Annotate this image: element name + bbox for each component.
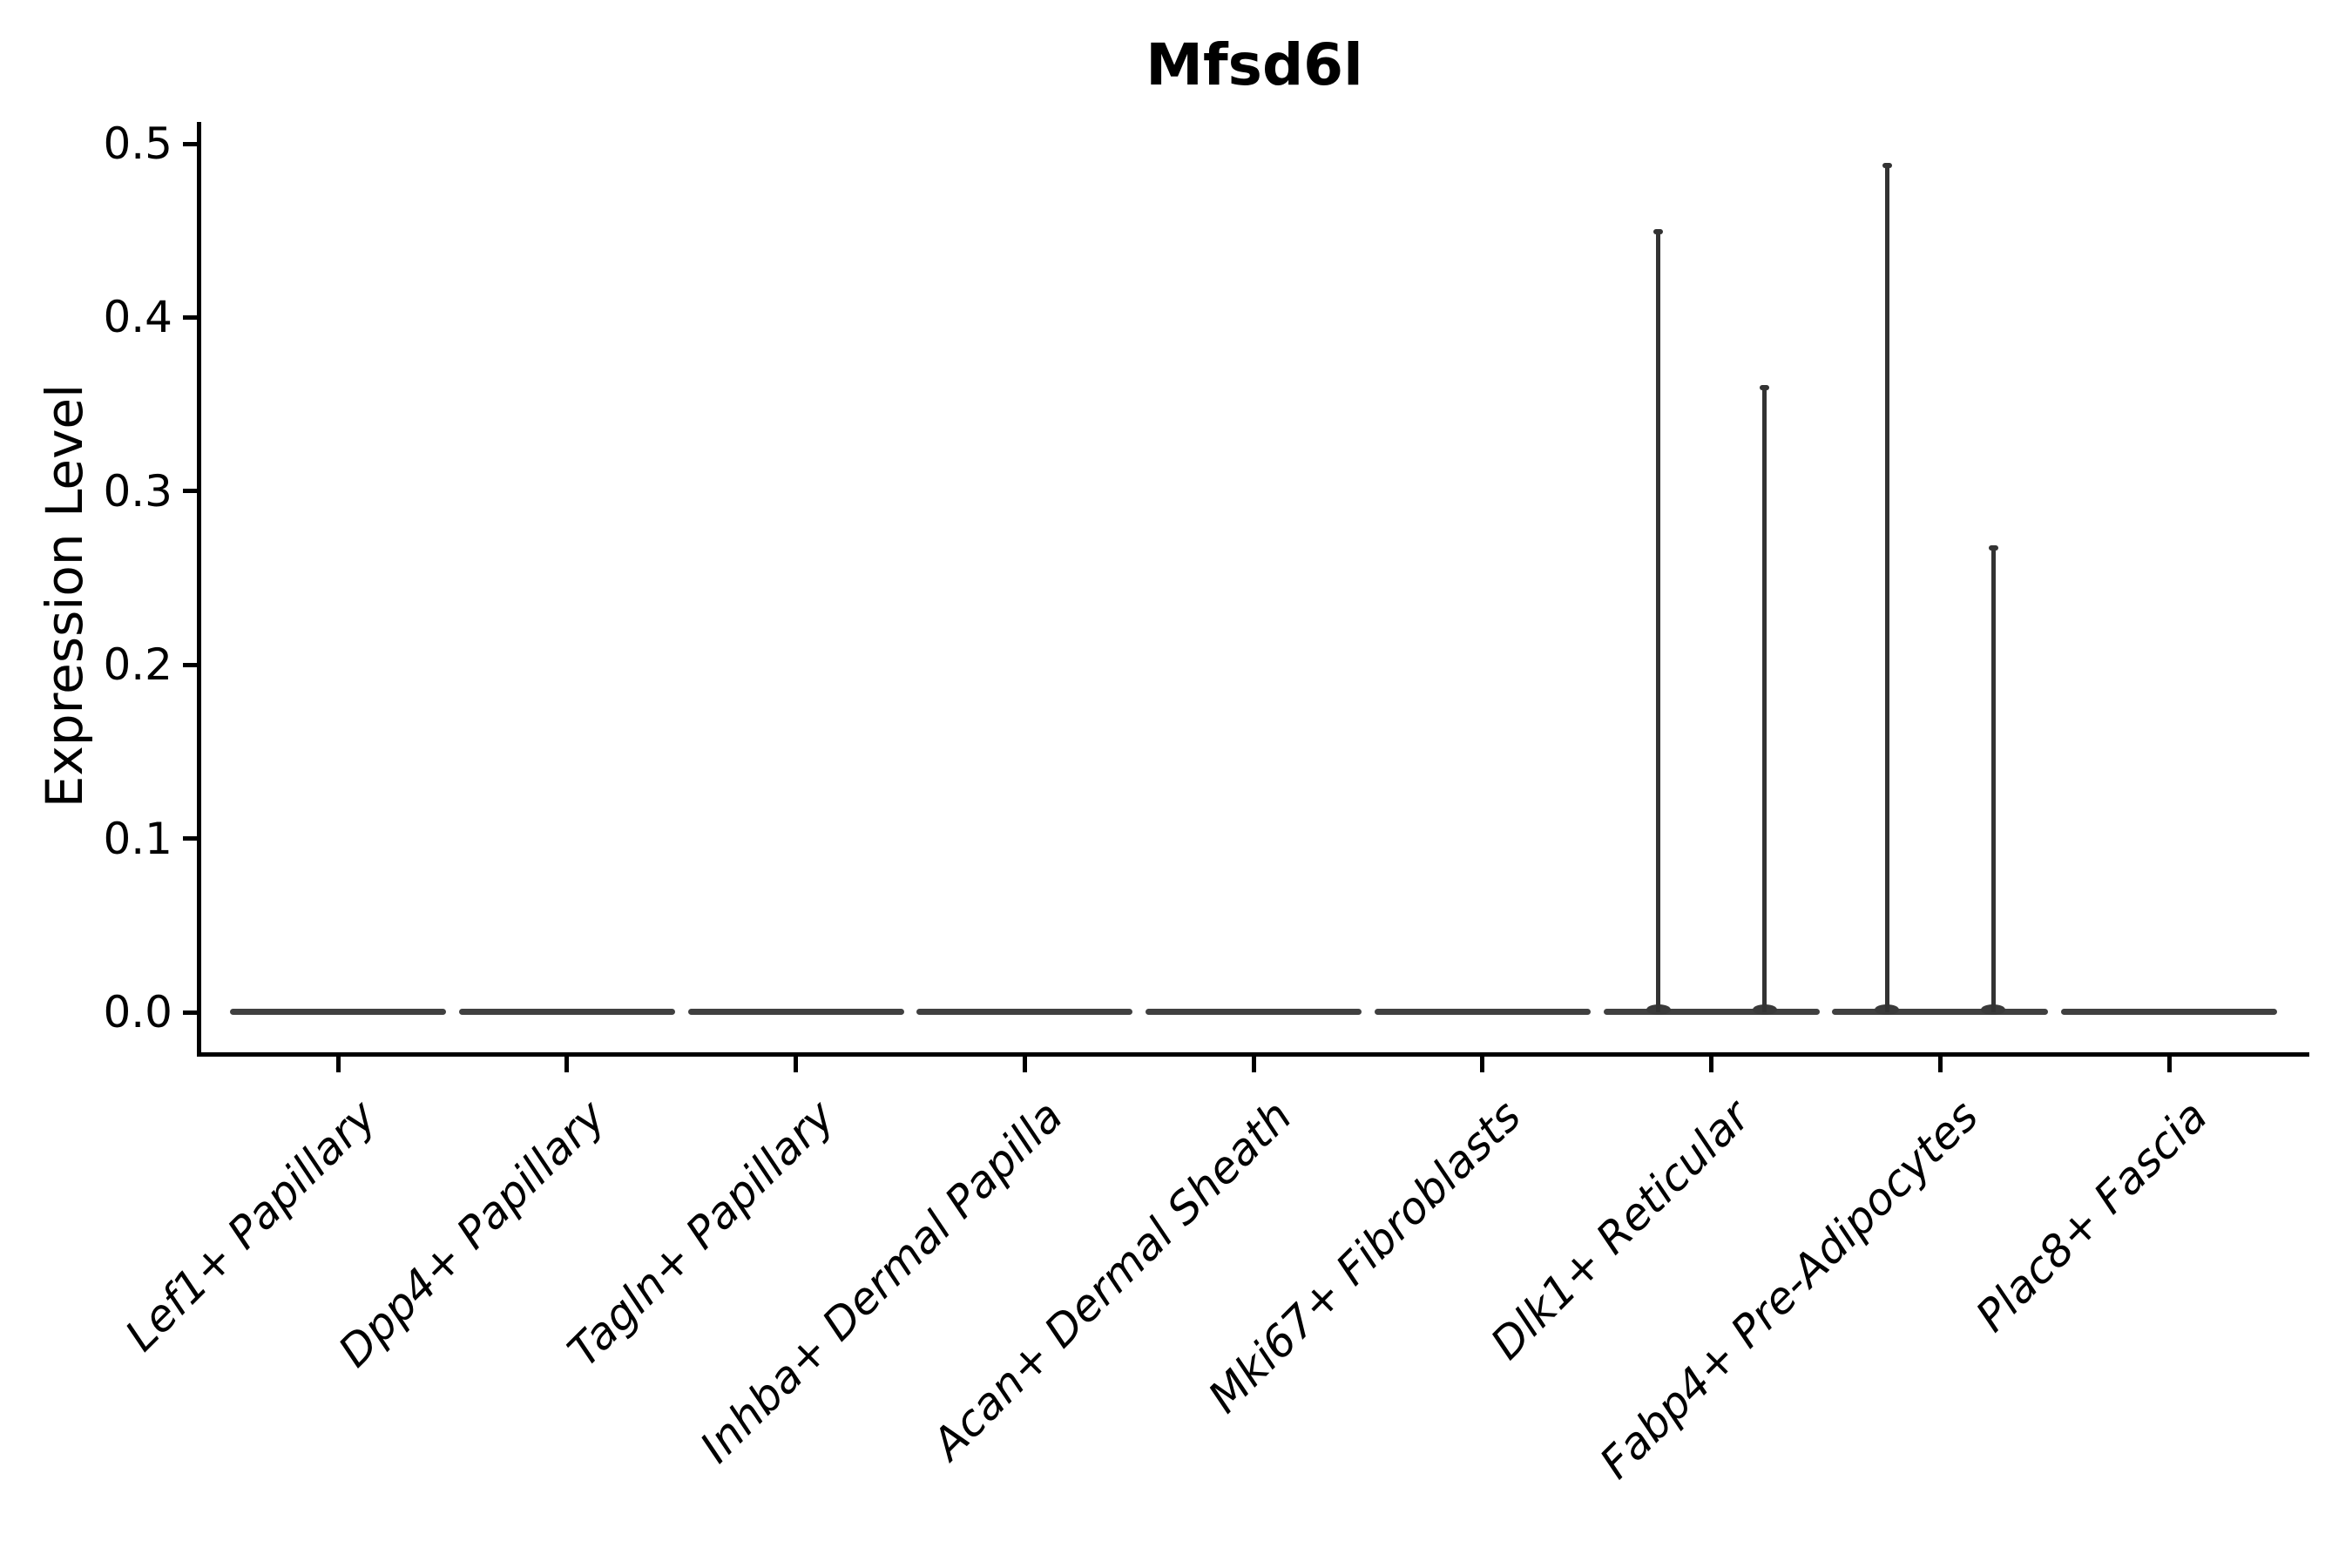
plot-title: Mfsd6l <box>1146 31 1363 98</box>
y-tick-label: 0.4 <box>103 292 172 343</box>
y-tick-label: 0.2 <box>103 639 172 691</box>
x-tick-mark <box>1937 1057 1943 1072</box>
x-tick-mark <box>1709 1057 1713 1072</box>
x-tick-label: Fabp4+ Pre-Adipocytes <box>1590 1091 1989 1489</box>
violin-base <box>916 1009 1133 1015</box>
violin-density-spike <box>1884 164 1889 1012</box>
violin-density-spike <box>1990 546 1996 1012</box>
y-axis-line <box>197 122 201 1057</box>
y-tick-label: 0.1 <box>103 813 172 864</box>
y-tick-label: 0.5 <box>103 118 172 169</box>
y-tick-mark <box>183 1010 197 1015</box>
x-tick-label: Plac8+ Fascia <box>1966 1091 2218 1342</box>
violin-density-spike <box>1762 387 1767 1012</box>
x-tick-mark <box>564 1057 570 1072</box>
violin-spike-cap <box>1882 162 1892 168</box>
violin-base <box>1374 1009 1591 1015</box>
y-tick-mark <box>183 836 197 841</box>
x-tick-mark <box>335 1057 341 1072</box>
x-tick-mark <box>1022 1057 1027 1072</box>
x-tick-mark <box>794 1057 798 1072</box>
x-tick-mark <box>1480 1057 1485 1072</box>
violin-base <box>1146 1009 1362 1015</box>
x-tick-mark <box>2166 1057 2172 1072</box>
y-tick-mark <box>183 141 197 146</box>
y-axis-label: Expression Level <box>35 383 94 808</box>
y-tick-label: 0.3 <box>103 465 172 517</box>
y-tick-mark <box>183 662 197 667</box>
violin-base <box>2061 1009 2277 1015</box>
violin-base <box>230 1009 446 1015</box>
x-tick-label: Inhba+ Dermal Papilla <box>690 1091 1073 1473</box>
violin-density-spike <box>1656 230 1660 1012</box>
x-axis-line <box>197 1052 2309 1057</box>
y-tick-mark <box>183 489 197 494</box>
violin-spike-cap <box>1760 385 1769 391</box>
violin-base <box>1603 1009 1820 1015</box>
y-tick-label: 0.0 <box>103 987 172 1037</box>
violin-base <box>1832 1009 2049 1015</box>
violin-spike-cap <box>1653 228 1663 234</box>
violin-base <box>687 1009 904 1015</box>
x-tick-mark <box>1251 1057 1256 1072</box>
x-tick-label: Lef1+ Papillary <box>115 1091 387 1362</box>
y-tick-mark <box>183 314 197 320</box>
violin-spike-cap <box>1988 544 1998 551</box>
violin-base <box>458 1009 675 1015</box>
